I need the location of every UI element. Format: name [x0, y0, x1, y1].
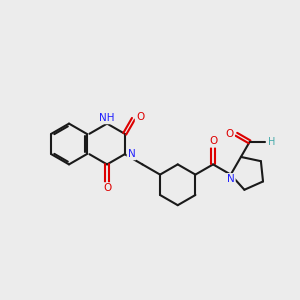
Text: N: N [128, 149, 136, 159]
Text: H: H [268, 137, 275, 147]
Text: NH: NH [99, 113, 115, 123]
Text: O: O [136, 112, 144, 122]
Text: O: O [226, 129, 234, 139]
Text: N: N [227, 174, 235, 184]
Text: O: O [103, 183, 111, 193]
Text: O: O [209, 136, 217, 146]
